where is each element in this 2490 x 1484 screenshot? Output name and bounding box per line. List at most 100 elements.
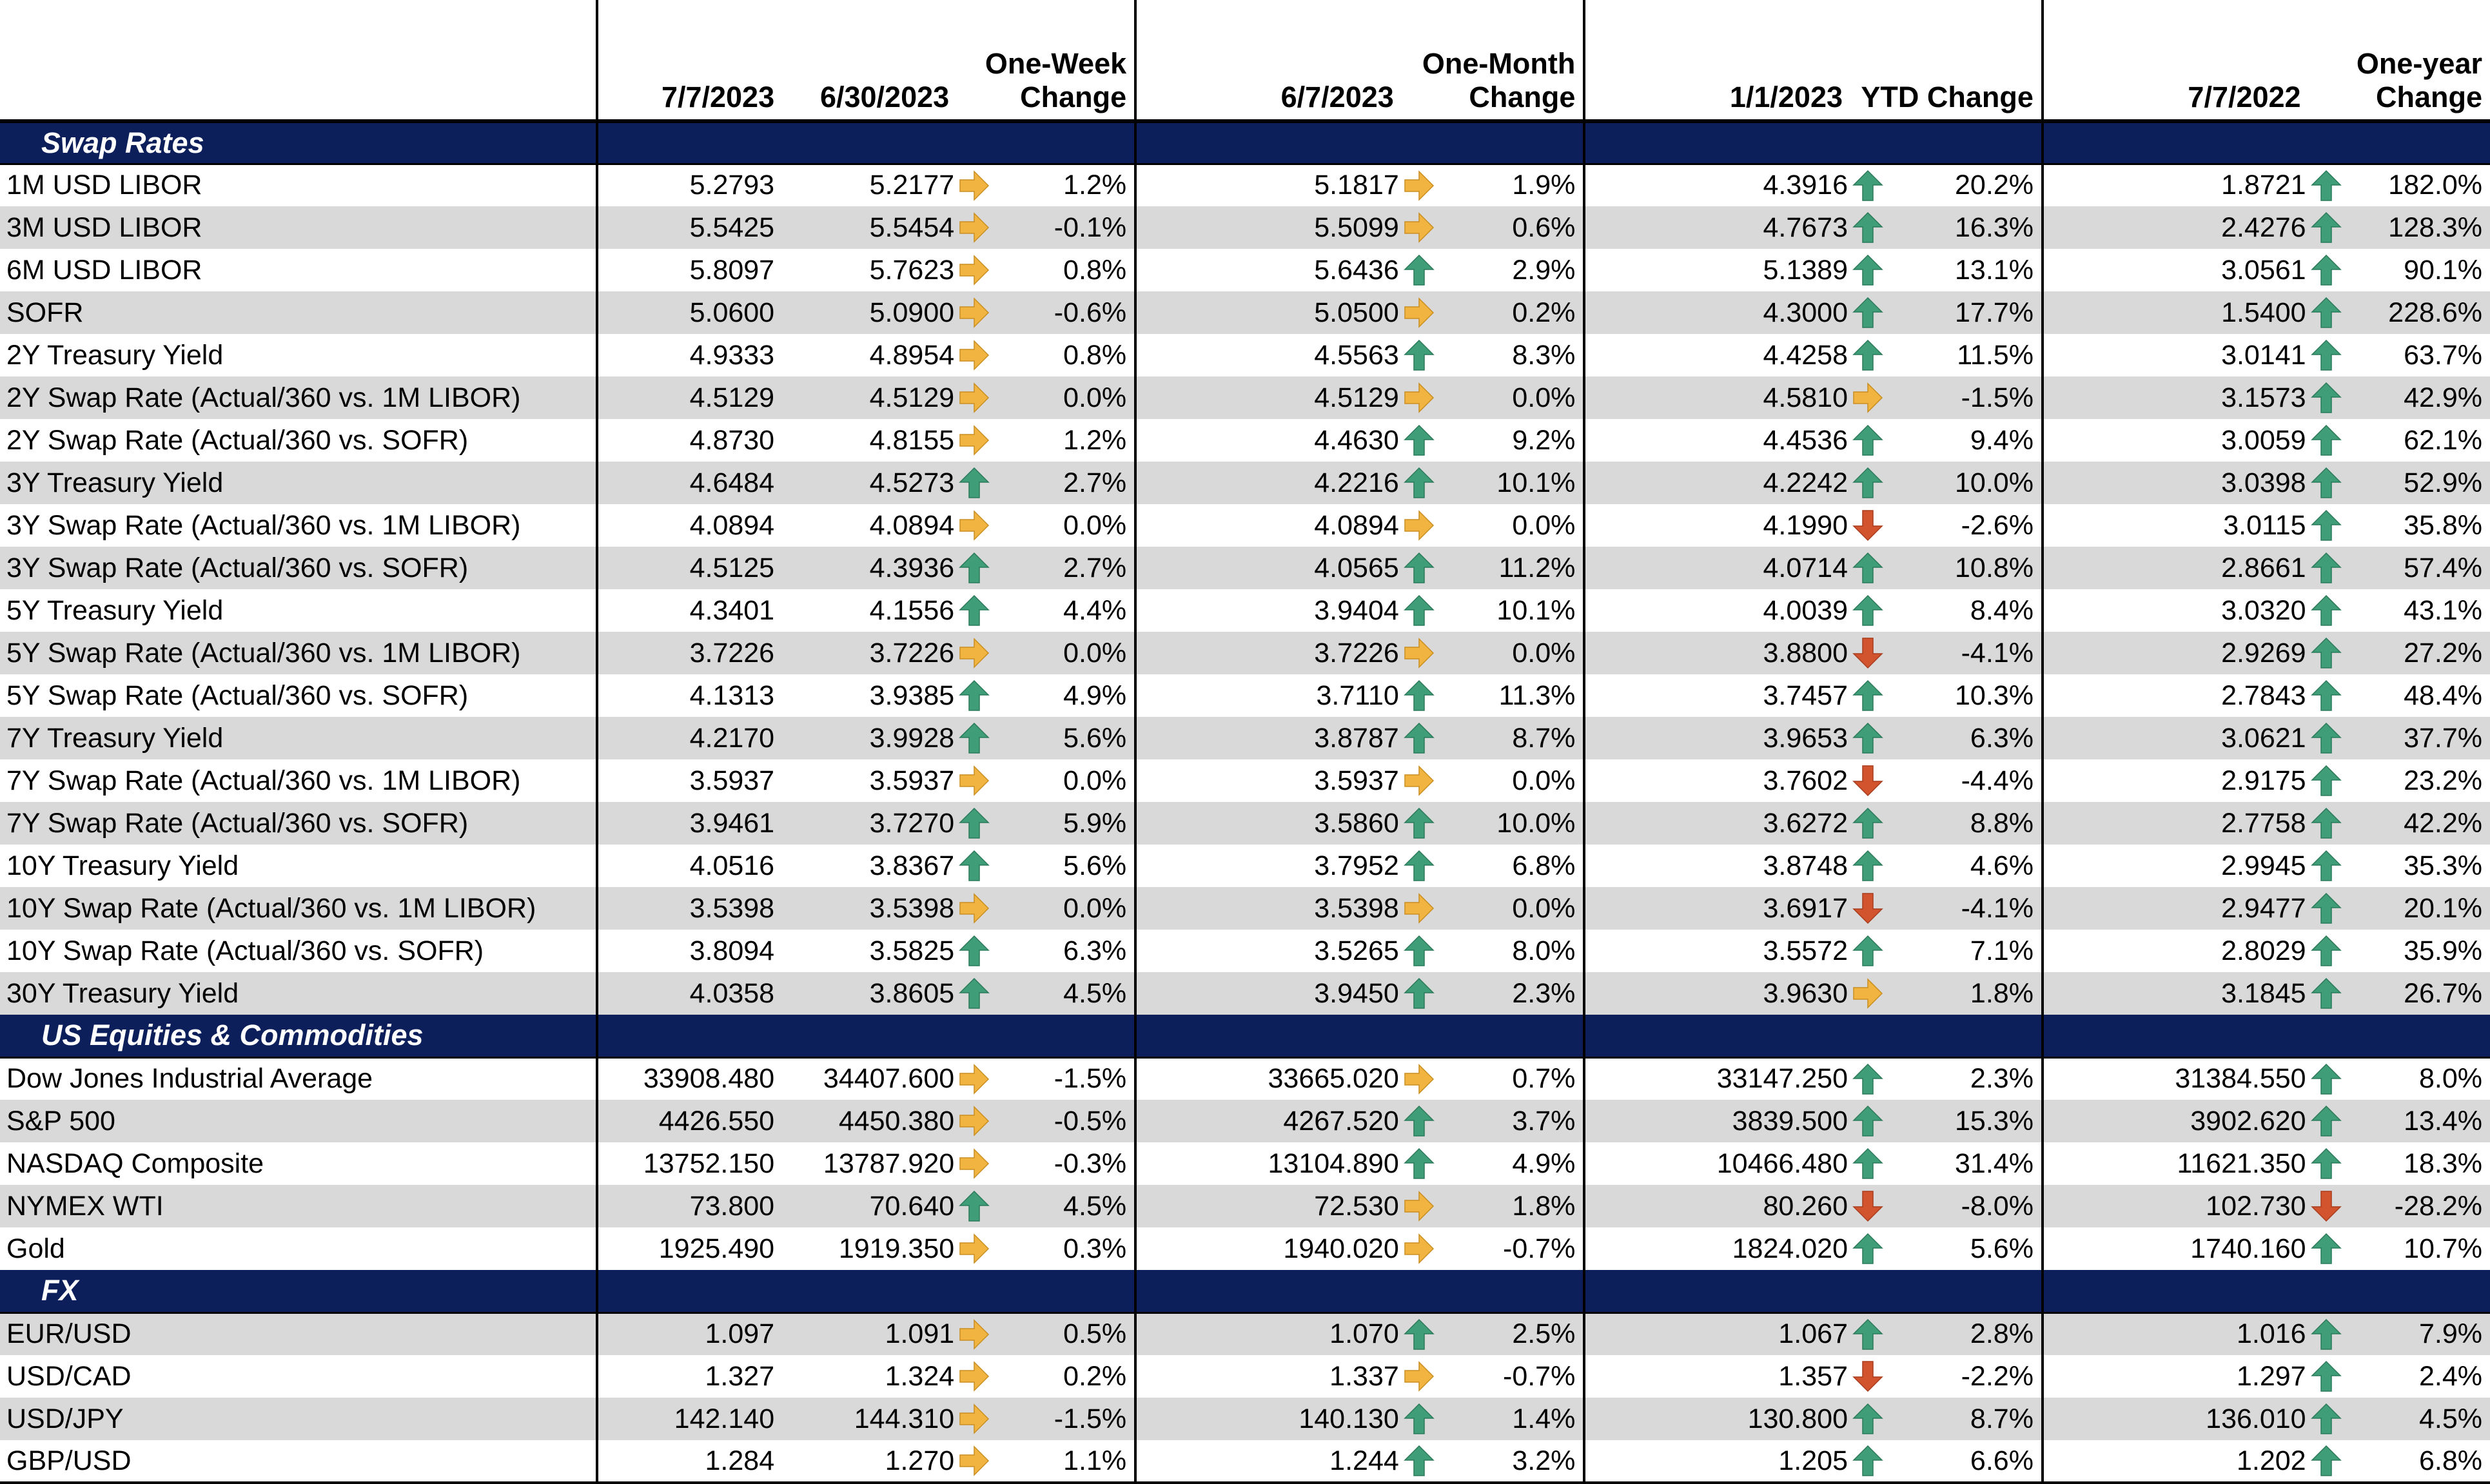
- up-arrow-icon: [958, 466, 990, 500]
- month-change: 0.0%: [1436, 504, 1586, 547]
- down-arrow-icon: [1852, 1189, 1884, 1223]
- table-row: USD/CAD 1.327 1.324 0.2% 1.337 -0.7% 1.357 -2.2…: [0, 1355, 2490, 1398]
- table-row: 3Y Swap Rate (Actual/360 vs. 1M LIBOR) 4.…: [0, 504, 2490, 547]
- table-row: 2Y Swap Rate (Actual/360 vs. SOFR) 4.8730…: [0, 419, 2490, 462]
- right-arrow-icon: [1852, 977, 1884, 1010]
- ytd-change: -8.0%: [1885, 1185, 2044, 1227]
- up-arrow-icon: [2310, 338, 2342, 372]
- arrow-cell: [1401, 547, 1436, 589]
- arrow-cell: [1401, 1398, 1436, 1440]
- week-ago-value: 5.7623: [869, 254, 955, 286]
- row-label: Gold: [0, 1227, 599, 1270]
- year-ago-value: 3.0621: [2042, 717, 2309, 759]
- header-month-change-line2: Change: [1469, 81, 1576, 113]
- current-value: 33908.480: [643, 1063, 775, 1095]
- year-change: 128.3%: [2343, 206, 2490, 249]
- table-row: NYMEX WTI 73.800 70.640 4.5% 72.530 1.8% 80.26…: [0, 1185, 2490, 1227]
- section-header-row: Swap Rates: [0, 121, 2490, 165]
- up-arrow-icon: [1852, 169, 1884, 202]
- month-ago-value: 72.530: [1135, 1185, 1402, 1227]
- week-change: -1.5%: [992, 1398, 1137, 1440]
- month-ago-value: 5.6436: [1314, 254, 1399, 286]
- section-band: [2042, 121, 2490, 165]
- week-ago-value: 70.640: [782, 1185, 957, 1227]
- month-change: 1.8%: [1436, 1185, 1586, 1227]
- section-title: Swap Rates: [0, 121, 599, 165]
- row-label: 1M USD LIBOR: [0, 164, 599, 206]
- row-label: 10Y Swap Rate (Actual/360 vs. SOFR): [0, 930, 599, 972]
- ytd-start-value: 1.067: [1584, 1313, 1850, 1355]
- arrow-cell: [1402, 419, 1436, 462]
- header-year-change-line1: One-year: [2356, 47, 2482, 80]
- arrow-cell: [957, 419, 992, 462]
- row-label: 3Y Swap Rate (Actual/360 vs. SOFR): [0, 547, 599, 589]
- right-arrow-icon: [1403, 169, 1435, 202]
- arrow-cell: [1402, 164, 1436, 206]
- row-label: USD/JPY: [0, 1398, 599, 1440]
- week-change: -0.3%: [992, 1142, 1137, 1185]
- ytd-start-value: 4.0039: [1763, 594, 1848, 626]
- table-row: 7Y Swap Rate (Actual/360 vs. SOFR) 3.9461…: [0, 802, 2490, 845]
- arrow-cell: [1402, 504, 1436, 547]
- current-value: 1.097: [597, 1313, 783, 1355]
- month-ago-value: 3.5937: [1314, 765, 1399, 796]
- current-value: 3.7226: [597, 632, 783, 674]
- year-ago-value: 3.0398: [2042, 462, 2309, 504]
- right-arrow-icon: [958, 1402, 990, 1436]
- arrow-cell: [1850, 1227, 1885, 1270]
- month-ago-value: 3.5398: [1135, 887, 1402, 930]
- right-arrow-icon: [1852, 381, 1884, 415]
- ytd-start-value: 5.1389: [1763, 254, 1848, 286]
- month-ago-value: 4.5563: [1314, 339, 1399, 371]
- week-ago-value: 1.270: [782, 1440, 957, 1484]
- current-value: 5.8097: [689, 254, 775, 286]
- ytd-change: 9.4%: [1885, 419, 2044, 462]
- table-row: 1M USD LIBOR 5.2793 5.2177 1.2% 5.1817 1.9% 4.…: [0, 164, 2490, 206]
- table-row: 3M USD LIBOR 5.5425 5.5454 -0.1% 5.5099 0.6% 4…: [0, 206, 2490, 249]
- arrow-cell: [2309, 504, 2344, 547]
- up-arrow-icon: [2310, 849, 2342, 883]
- week-change: 5.6%: [992, 845, 1137, 887]
- row-label: 5Y Swap Rate (Actual/360 vs. 1M LIBOR): [0, 632, 599, 674]
- right-arrow-icon: [1403, 1189, 1435, 1223]
- row-label: 2Y Swap Rate (Actual/360 vs. SOFR): [0, 419, 599, 462]
- current-value: 1.327: [705, 1360, 775, 1392]
- up-arrow-icon: [1852, 296, 1884, 329]
- row-label: 10Y Treasury Yield: [0, 845, 599, 887]
- arrow-cell: [1401, 1440, 1436, 1484]
- month-ago-value: 4.5129: [1135, 376, 1402, 419]
- week-change: 5.9%: [992, 802, 1137, 845]
- week-ago-value: 3.5398: [782, 887, 957, 930]
- ytd-change: -2.6%: [1885, 504, 2044, 547]
- section-header-row: US Equities & Commodities: [0, 1015, 2490, 1059]
- arrow-cell: [957, 376, 992, 419]
- up-arrow-icon: [1852, 424, 1884, 457]
- section-title: FX: [0, 1270, 599, 1314]
- month-ago-value: 1.244: [1135, 1440, 1402, 1484]
- arrow-cell: [2308, 972, 2344, 1015]
- week-ago-value: 1919.350: [838, 1233, 955, 1264]
- week-ago-value: 13787.920: [823, 1147, 955, 1179]
- ytd-change: 11.5%: [1885, 334, 2044, 376]
- year-change: 18.3%: [2404, 1147, 2482, 1179]
- row-label: 5Y Swap Rate (Actual/360 vs. SOFR): [0, 674, 599, 717]
- arrow-cell: [2309, 334, 2344, 376]
- arrow-cell: [1402, 1355, 1436, 1398]
- month-change: 0.6%: [1436, 206, 1586, 249]
- arrow-cell: [1402, 249, 1436, 291]
- table-row: Gold 1925.490 1919.350 0.3% 1940.020 -0.7% 182…: [0, 1227, 2490, 1270]
- year-ago-value: 3.0115: [2223, 509, 2306, 541]
- arrow-cell: [1850, 1313, 1885, 1355]
- ytd-start-value: 3.8800: [1584, 632, 1850, 674]
- year-change: 90.1%: [2404, 254, 2482, 286]
- table-row: 30Y Treasury Yield 4.0358 3.8605 4.5% 3.9450…: [0, 972, 2490, 1015]
- month-change: 9.2%: [1436, 419, 1586, 462]
- month-change: 0.0%: [1436, 887, 1586, 930]
- up-arrow-icon: [1852, 806, 1884, 840]
- table-row: 2Y Swap Rate (Actual/360 vs. 1M LIBOR) 4.…: [0, 376, 2490, 419]
- arrow-cell: [957, 887, 992, 930]
- arrow-cell: [2309, 930, 2344, 972]
- ytd-change: 13.1%: [1885, 249, 2044, 291]
- current-value: 4.0516: [689, 850, 775, 881]
- right-arrow-icon: [958, 211, 990, 244]
